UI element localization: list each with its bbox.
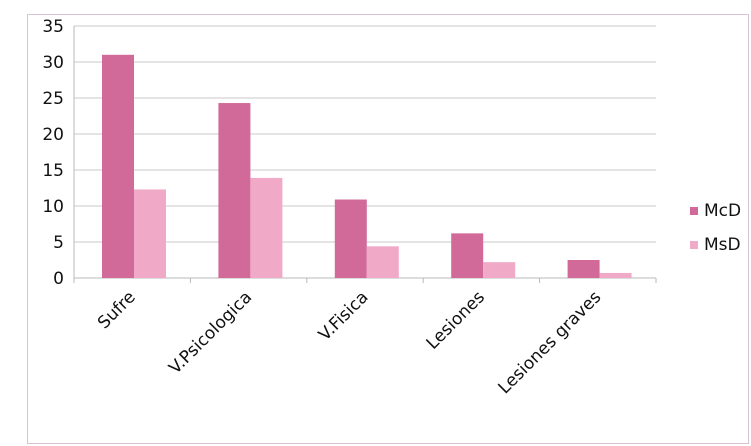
bar-mcd-2	[334, 199, 367, 278]
legend-swatch-mcd	[690, 207, 698, 215]
bar-msd-0	[134, 189, 166, 278]
y-tick-label: 0	[53, 269, 64, 289]
y-tick-label: 30	[42, 53, 64, 73]
y-tick-label: 10	[42, 197, 64, 217]
bar-msd-1	[250, 177, 283, 278]
legend-label-msd: MsD	[704, 235, 741, 255]
bar-msd-3	[483, 262, 516, 278]
y-tick-label: 25	[42, 89, 64, 109]
bars	[102, 54, 632, 278]
bar-mcd-1	[218, 103, 251, 278]
x-category-label: V.Psicologica	[165, 287, 256, 378]
y-tick-label: 20	[42, 125, 64, 145]
legend-swatch-msd	[690, 241, 698, 249]
bar-msd-2	[366, 246, 399, 278]
x-category-label: Lesiones	[423, 287, 489, 353]
x-category-label: Sufre	[94, 287, 140, 333]
bar-mcd-4	[567, 260, 600, 278]
y-tick-label: 15	[42, 161, 64, 181]
y-tick-label: 35	[42, 17, 64, 37]
bar-msd-4	[599, 272, 632, 278]
x-category-label: Lesiones graves	[495, 287, 606, 398]
x-category-label: V.Fisica	[315, 287, 373, 345]
bar-mcd-0	[102, 54, 134, 278]
legend-label-mcd: McD	[704, 201, 741, 221]
legend: McD MsD	[690, 201, 741, 255]
y-tick-label: 5	[53, 233, 64, 253]
gridlines	[74, 25, 656, 243]
bar-mcd-3	[451, 233, 484, 278]
